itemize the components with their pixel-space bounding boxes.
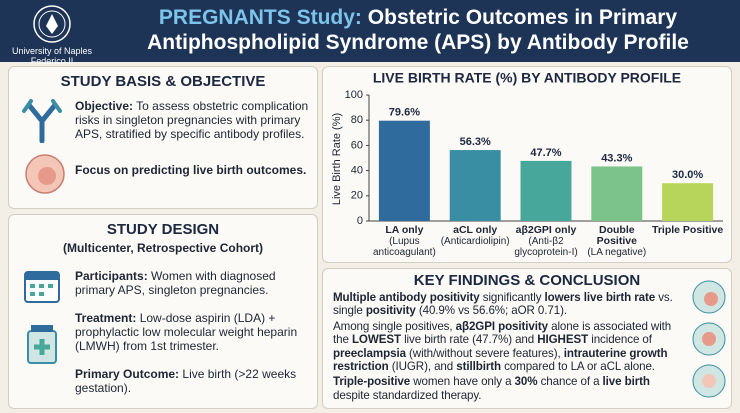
finding: Among single positives, aβ2GPI positivit… [333,320,685,374]
y-tick-label: 20 [351,190,363,202]
focus-text: Focus on predicting live birth outcomes. [75,163,307,177]
bar [520,160,572,221]
x-tick-label: Double Positive (LA negative) [580,224,654,259]
finding-run: live birth [602,375,650,389]
findings-text: Multiple antibody positivity significant… [333,291,685,404]
x-tick-label: aβ2GPI only (Anti-β2 glycoprotein-I) [509,224,583,259]
text: Live birth (>22 weeks gestation). [75,367,297,395]
finding-run: HIGHEST [537,333,589,347]
finding-run: lowers live birth rate [544,291,656,304]
logo-seal [33,5,71,43]
title-highlight: PREGNANTS Study: [158,6,362,29]
value-label: 56.3% [460,136,491,148]
value-label: 30.0% [672,169,703,181]
finding-run: incidence of [588,333,652,347]
panel-heading: STUDY DESIGN [106,221,220,238]
y-tick-label: 80 [351,114,363,126]
finding: Triple-positive women have only a 30% ch… [333,375,685,402]
finding-run: chance of a [537,375,603,389]
title: PREGNANTS Study: Obstetric Outcomes in P… [100,5,736,55]
finding: Multiple antibody positivity significant… [333,291,685,318]
logo-text: Federico II [30,56,74,66]
bar [449,150,501,221]
y-tick-label: 0 [357,215,363,227]
finding-run: (IUGR), and [388,360,457,374]
finding-run: positivity [365,304,416,318]
objective-panel: STUDY BASIS & OBJECTIVE Objective: To as… [8,66,318,209]
medicine-icon [27,325,57,364]
antibody-icon [22,99,62,143]
chart: LIVE BIRTH RATE (%) BY ANTIBODY PROFILE … [331,70,723,227]
category: Triple Positive [651,224,724,236]
label: Participants: [75,269,148,283]
finding-run: intrauterine growth restriction [333,346,668,374]
logo-text: University of Naples [11,46,93,56]
y-tick-label: 60 [351,139,363,151]
bar [378,120,430,221]
x-tick-label: Triple Positive [651,225,725,236]
logo: University of Naples Federico II [10,4,94,66]
bar [662,183,714,221]
finding-run: significantly [479,291,545,304]
category: LA only [385,224,424,236]
finding-run: 30% [514,375,538,389]
panel-heading: KEY FINDINGS & CONCLUSION [413,272,641,289]
label: Treatment: [75,311,137,325]
design-item: Participants: Women with diagnosed prima… [75,269,311,297]
finding-run: Triple-positive [333,375,411,389]
pregnancy-icon [25,154,65,194]
findings-icons [692,280,726,398]
finding-run: despite standardized therapy. [333,388,482,402]
text: Low-dose aspirin (LDA) + prophylactic lo… [75,311,298,353]
finding-run: aβ2GPI positivity [455,319,548,333]
finding-run: live birth rate (47.7%) and [400,333,538,347]
calendar-icon [24,271,60,303]
finding-run: alone is associated with the [333,319,672,347]
finding-run: women have only a [410,375,515,389]
finding-run: vs. single [333,291,673,318]
y-tick-label: 100 [345,89,363,101]
finding-run: LOWEST [351,333,401,347]
y-tick-label: 40 [351,165,363,177]
finding-run: (40.9% vs 56.6%; aOR 0.71). [415,304,567,318]
panel-heading: STUDY BASIS & OBJECTIVE [60,73,266,90]
value-label: 79.6% [389,107,420,119]
text: Women with diagnosed primary APS, single… [75,269,276,297]
header: University of Naples Federico II PREGNAN… [0,0,740,66]
text: To assess obstetric complication risks i… [75,99,309,141]
chart-panel: LIVE BIRTH RATE (%) BY ANTIBODY PROFILE … [322,66,732,263]
x-tick-label: LA only (Lupus anticoagulant) [367,224,441,259]
y-axis-label: Live Birth Rate (%) [331,113,343,205]
category-note: (Anticardiolipin) [440,236,510,247]
title-text: Obstetric Outcomes in Primary Antiphosph… [147,6,689,54]
category: aCL only [453,224,498,236]
category-note: (LA negative) [587,247,647,258]
category: Double Positive [596,224,637,247]
findings-panel: KEY FINDINGS & CONCLUSION Multiple antib… [322,268,732,409]
design-item: Primary Outcome: Live birth (>22 weeks g… [75,367,311,395]
label: Primary Outcome: [75,367,180,381]
category-note: (Anti-β2 glycoprotein-I) [514,236,578,258]
x-tick-label: aCL only (Anticardiolipin) [438,224,512,248]
chart-title: LIVE BIRTH RATE (%) BY ANTIBODY PROFILE [373,70,681,86]
bar [591,166,643,221]
category: aβ2GPI only [515,224,577,236]
label: Objective: [75,99,134,113]
finding-run: Among single positives, [333,319,456,333]
value-label: 47.7% [530,147,561,159]
objective-text: Objective: To assess obstetric complicat… [75,99,311,141]
design-item: Treatment: Low-dose aspirin (LDA) + prop… [75,311,311,353]
finding-run: stillbirth [456,360,501,374]
finding-run: compared to LA or aCL alone. [500,360,655,374]
finding-run: Multiple antibody positivity [333,291,480,304]
finding-run: preeclampsia [333,346,406,360]
value-label: 43.3% [601,152,632,164]
category-note: (Lupus anticoagulant) [372,236,436,258]
finding-run: (with/without severe features), [405,346,564,360]
design-panel: STUDY DESIGN (Multicenter, Retrospective… [8,214,318,409]
panel-subheading: (Multicenter, Retrospective Cohort) [62,241,264,255]
